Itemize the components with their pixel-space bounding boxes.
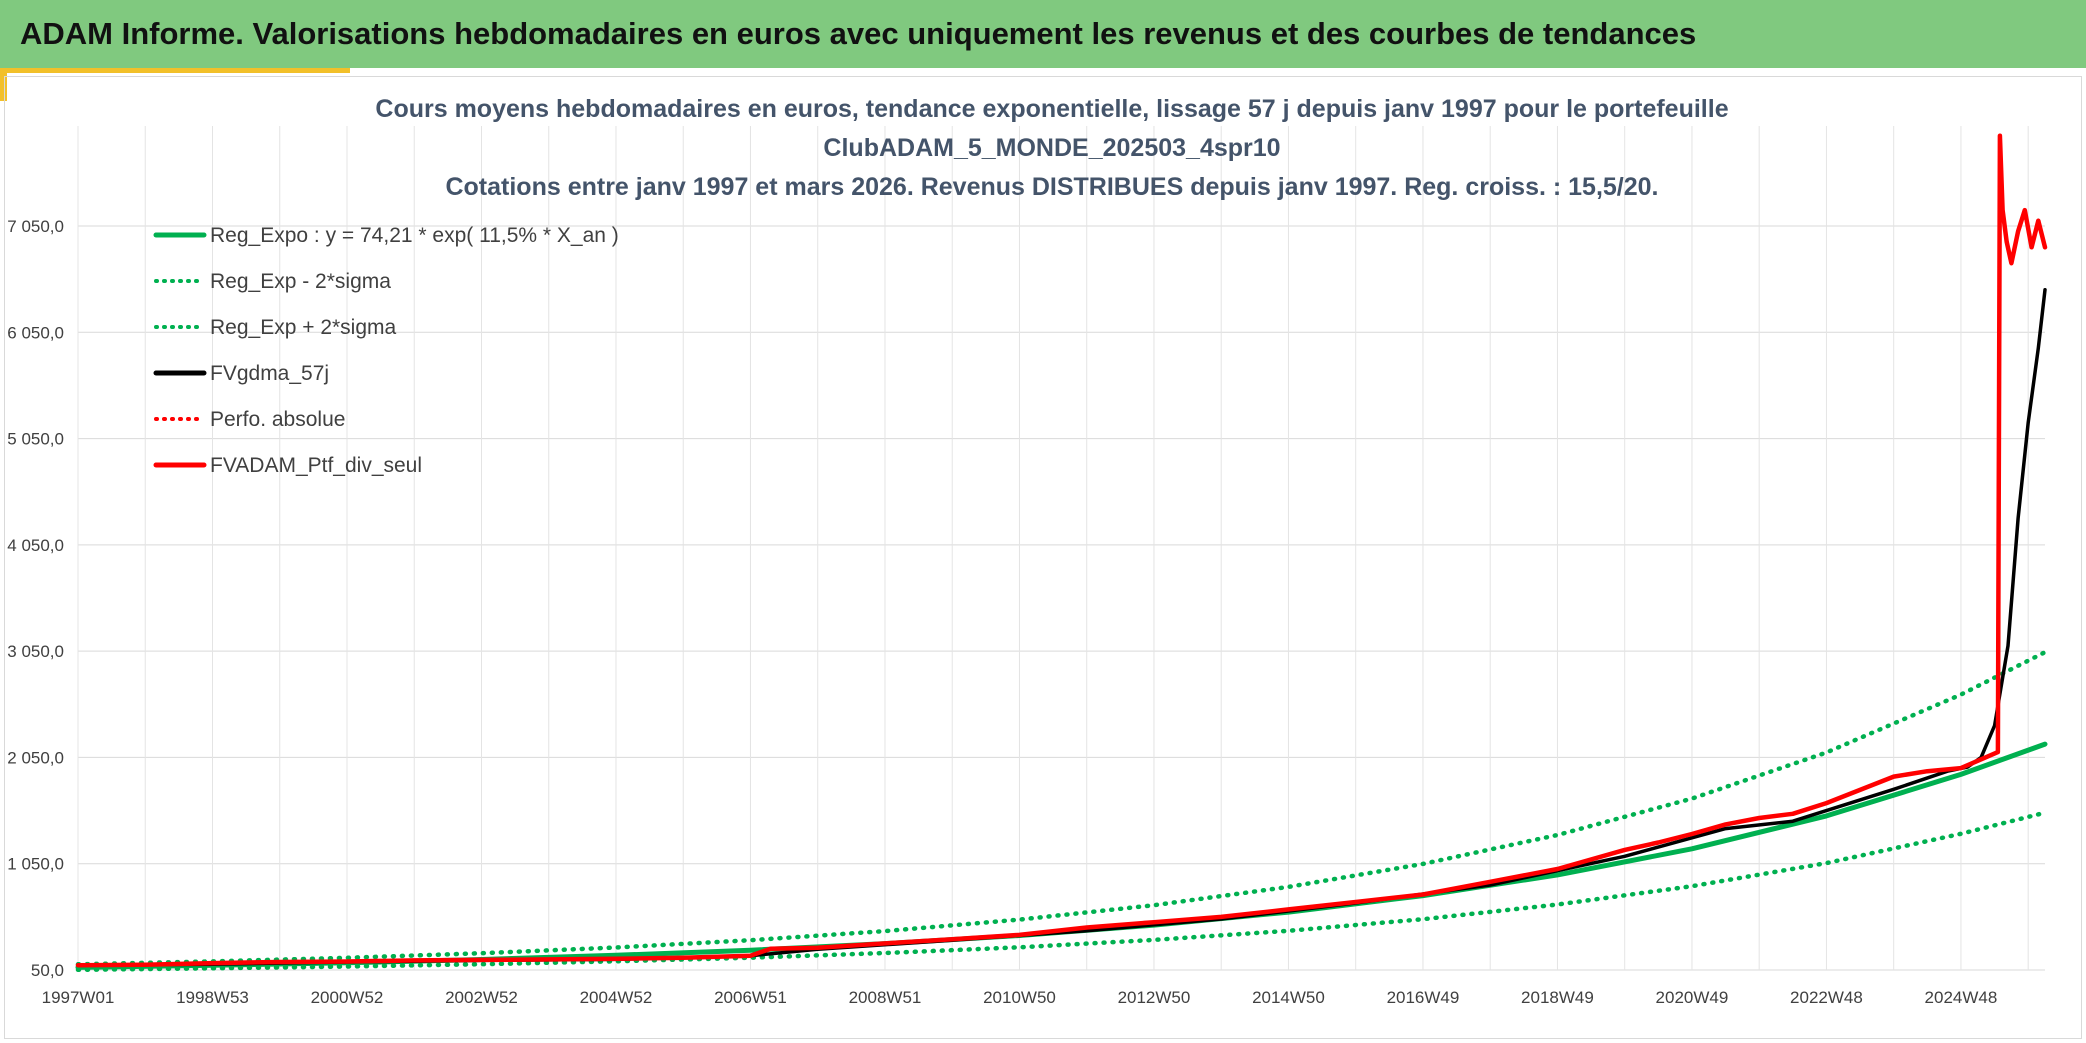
x-tick-label: 2018W49 — [1521, 988, 1594, 1007]
x-tick-label: 2012W50 — [1118, 988, 1191, 1007]
legend-label: Reg_Exp + 2*sigma — [210, 316, 397, 339]
legend-item: FVgdma_57j — [153, 362, 329, 385]
legend-item: Reg_Expo : y = 74,21 * exp( 11,5% * X_an… — [153, 224, 619, 247]
x-tick-label: 2006W51 — [714, 988, 787, 1007]
chart-title-line: Cotations entre janv 1997 et mars 2026. … — [445, 173, 1658, 201]
y-tick-label: 6 050,0 — [7, 323, 64, 342]
series — [75, 133, 2048, 973]
y-tick-label: 2 050,0 — [7, 748, 64, 767]
y-tick-label: 5 050,0 — [7, 430, 64, 449]
page-title: ADAM Informe. Valorisations hebdomadaire… — [20, 16, 1697, 51]
chart-title: Cours moyens hebdomadaires en euros, ten… — [375, 95, 1728, 201]
legend-label: FVgdma_57j — [210, 362, 329, 385]
x-tick-label: 2008W51 — [849, 988, 922, 1007]
x-tick-label: 2002W52 — [445, 988, 518, 1007]
x-tick-label: 2024W48 — [1925, 988, 1998, 1007]
chart-title-line: Cours moyens hebdomadaires en euros, ten… — [375, 95, 1728, 123]
legend-label: Reg_Exp - 2*sigma — [210, 270, 391, 293]
header-banner: ADAM Informe. Valorisations hebdomadaire… — [0, 0, 2086, 68]
x-tick-label: 2014W50 — [1252, 988, 1325, 1007]
x-tick-label: 2022W48 — [1790, 988, 1863, 1007]
x-tick-label: 2004W52 — [580, 988, 653, 1007]
accent-bar — [0, 68, 350, 73]
legend-item: FVADAM_Ptf_div_seul — [153, 454, 422, 477]
legend-item: Perfo. absolue — [154, 408, 345, 431]
x-axis: 1997W01 1998W53 2000W52 2002W52 2004W52 2006W… — [42, 988, 1998, 1007]
chart-title-line: ClubADAM_5_MONDE_202503_4spr10 — [823, 134, 1280, 162]
accent-side-bar — [0, 68, 7, 101]
x-tick-label: 2020W49 — [1656, 988, 1729, 1007]
chart-frame — [4, 76, 2082, 1039]
x-tick-label: 1997W01 — [42, 988, 115, 1007]
grid — [77, 126, 2045, 971]
y-tick-label: 3 050,0 — [7, 642, 64, 661]
y-tick-label: 50,0 — [31, 961, 64, 980]
legend: Reg_Expo : y = 74,21 * exp( 11,5% * X_an… — [153, 224, 619, 477]
x-tick-label: 2000W52 — [311, 988, 384, 1007]
series-line-fvadam-ptf-div-seul — [75, 133, 2048, 968]
legend-item: Reg_Exp + 2*sigma — [154, 316, 397, 339]
y-tick-label: 4 050,0 — [7, 536, 64, 555]
series-line-reg-exp-2-sigma — [75, 649, 2048, 967]
x-tick-label: 2016W49 — [1387, 988, 1460, 1007]
series-line-reg-exp-2-sigma — [75, 810, 2048, 973]
legend-item: Reg_Exp - 2*sigma — [154, 270, 391, 293]
x-tick-label: 2010W50 — [983, 988, 1056, 1007]
y-tick-label: 7 050,0 — [7, 217, 64, 236]
legend-label: FVADAM_Ptf_div_seul — [210, 454, 422, 477]
legend-label: Reg_Expo : y = 74,21 * exp( 11,5% * X_an… — [210, 224, 619, 247]
y-tick-label: 1 050,0 — [7, 855, 64, 874]
y-axis: 50,0 1 050,0 2 050,0 3 050,0 4 050,0 5 050,0 6… — [7, 217, 64, 980]
x-tick-label: 1998W53 — [176, 988, 249, 1007]
legend-label: Perfo. absolue — [210, 408, 345, 431]
